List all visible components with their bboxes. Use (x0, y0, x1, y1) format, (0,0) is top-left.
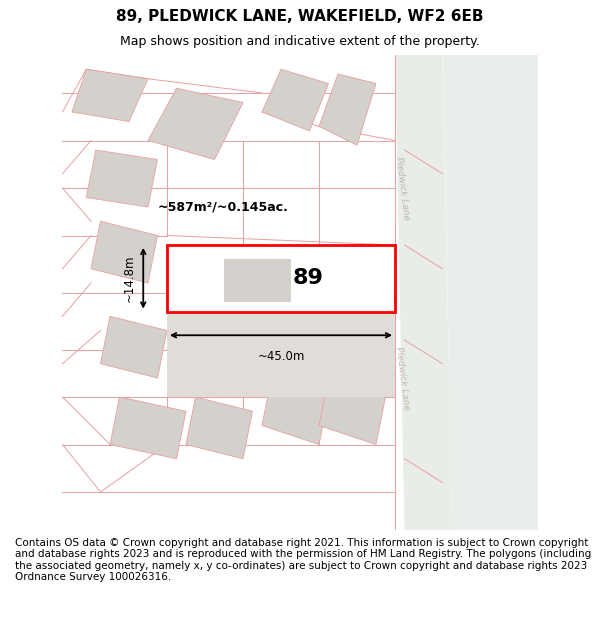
Polygon shape (319, 378, 386, 444)
Text: ~45.0m: ~45.0m (257, 349, 305, 362)
Text: 89, PLEDWICK LANE, WAKEFIELD, WF2 6EB: 89, PLEDWICK LANE, WAKEFIELD, WF2 6EB (116, 9, 484, 24)
Polygon shape (72, 69, 148, 121)
Text: ~587m²/~0.145ac.: ~587m²/~0.145ac. (157, 201, 289, 214)
Text: ~14.8m: ~14.8m (123, 254, 136, 302)
Polygon shape (186, 397, 253, 459)
Polygon shape (395, 55, 452, 530)
Text: 89: 89 (293, 268, 324, 288)
Polygon shape (100, 316, 167, 378)
Bar (224, 259, 290, 302)
Polygon shape (443, 55, 538, 530)
Polygon shape (262, 378, 329, 444)
Polygon shape (262, 69, 329, 131)
Text: Pledwick Lane: Pledwick Lane (394, 156, 410, 220)
Polygon shape (262, 311, 329, 378)
Text: Contains OS data © Crown copyright and database right 2021. This information is : Contains OS data © Crown copyright and d… (15, 538, 591, 582)
Polygon shape (86, 150, 157, 207)
Polygon shape (91, 221, 157, 283)
Polygon shape (148, 88, 243, 159)
Polygon shape (110, 397, 186, 459)
Polygon shape (167, 311, 395, 397)
Polygon shape (319, 74, 376, 145)
Text: Pledwick Lane: Pledwick Lane (394, 346, 410, 410)
Polygon shape (167, 302, 233, 364)
Bar (167, 245, 395, 311)
Text: Map shows position and indicative extent of the property.: Map shows position and indicative extent… (120, 35, 480, 48)
Polygon shape (319, 311, 386, 378)
